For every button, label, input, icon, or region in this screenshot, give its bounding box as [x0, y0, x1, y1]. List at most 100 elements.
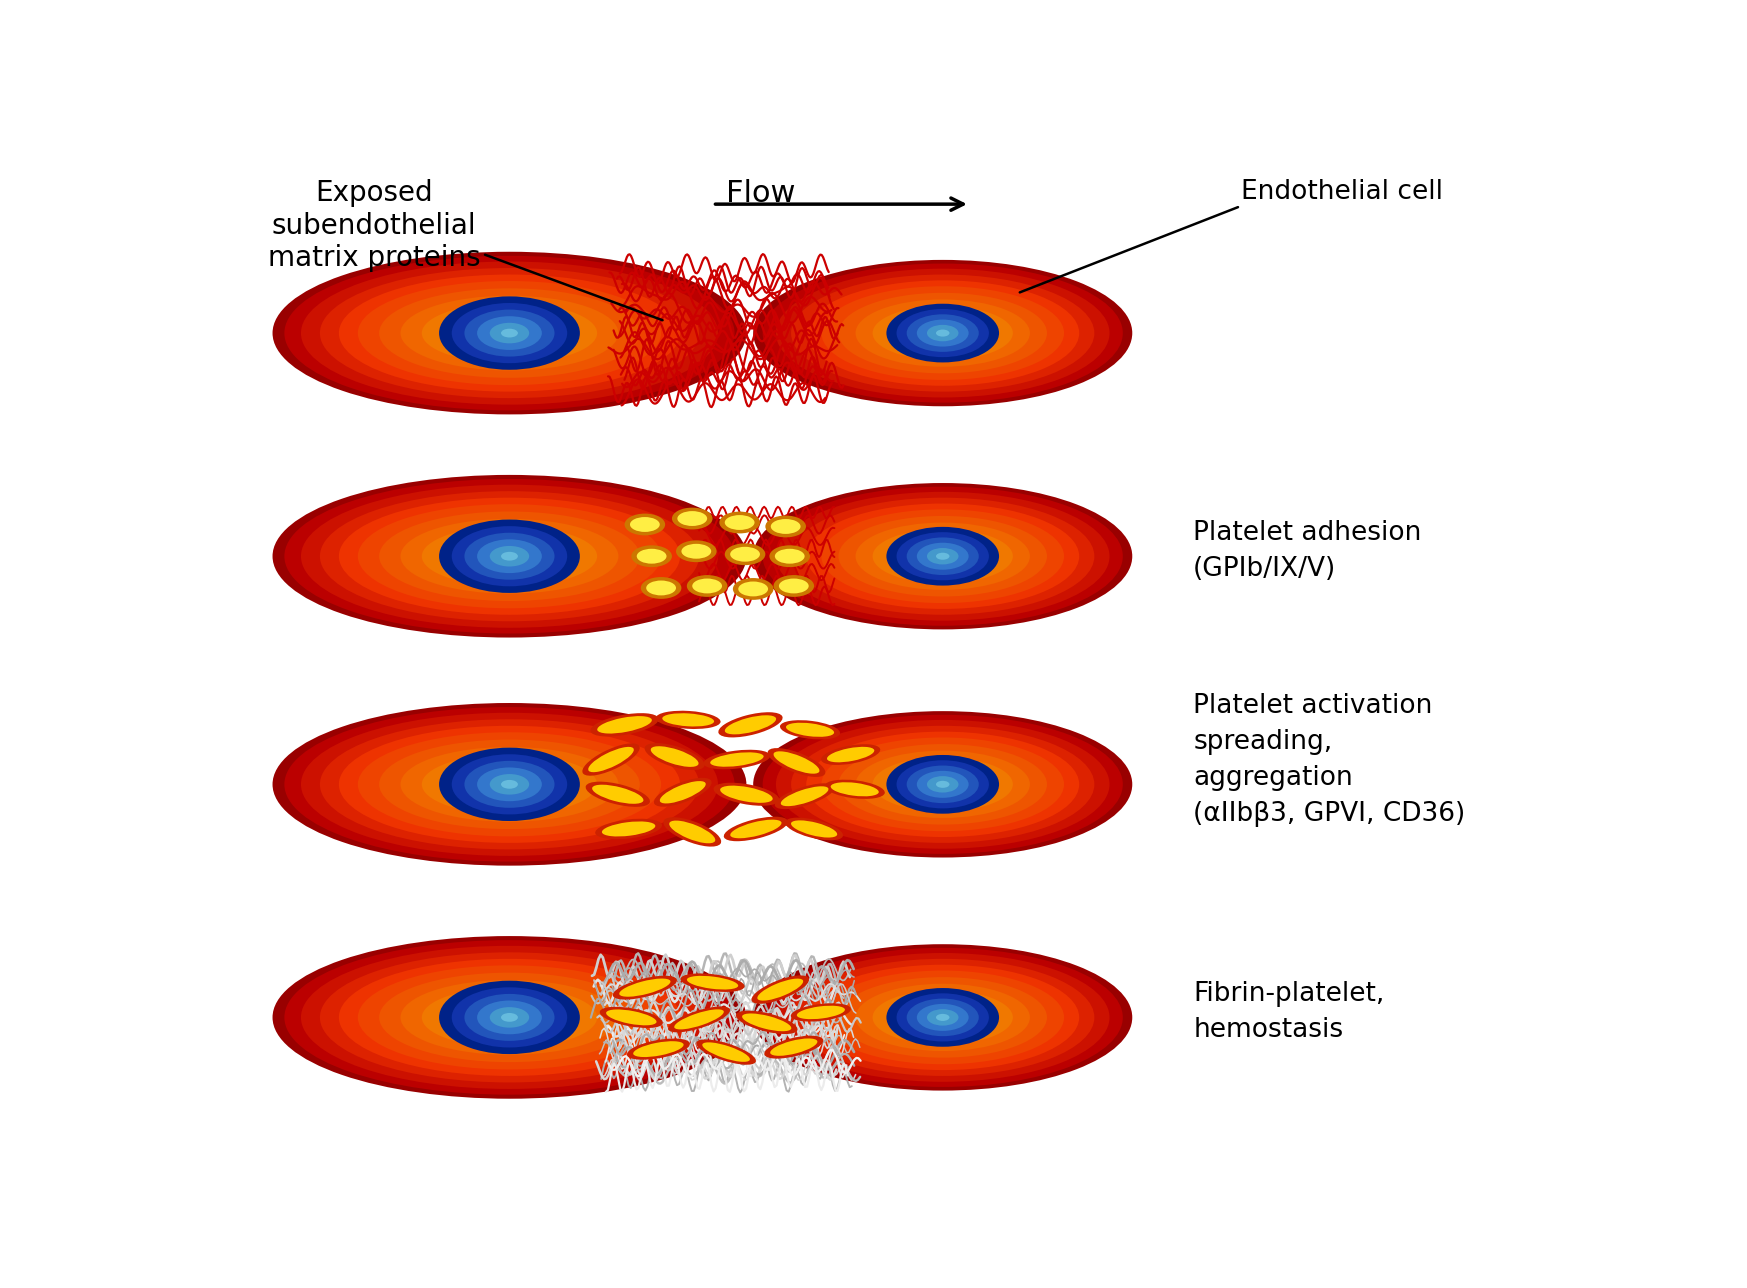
Ellipse shape	[751, 975, 809, 1003]
Ellipse shape	[769, 545, 811, 567]
Ellipse shape	[582, 743, 639, 775]
Ellipse shape	[596, 819, 662, 840]
Ellipse shape	[776, 549, 805, 564]
Ellipse shape	[917, 542, 968, 569]
Ellipse shape	[821, 738, 1064, 831]
Ellipse shape	[718, 712, 783, 738]
Ellipse shape	[807, 504, 1080, 609]
Ellipse shape	[400, 980, 618, 1055]
Ellipse shape	[779, 720, 840, 739]
Ellipse shape	[753, 944, 1132, 1091]
Ellipse shape	[739, 581, 769, 596]
Ellipse shape	[753, 483, 1132, 630]
Ellipse shape	[839, 292, 1046, 374]
Ellipse shape	[917, 319, 968, 346]
Ellipse shape	[763, 715, 1123, 854]
Ellipse shape	[320, 952, 699, 1082]
Ellipse shape	[907, 314, 978, 352]
Ellipse shape	[779, 578, 809, 594]
Ellipse shape	[839, 978, 1046, 1057]
Ellipse shape	[917, 770, 968, 797]
Ellipse shape	[839, 744, 1046, 824]
Ellipse shape	[917, 1003, 968, 1030]
Ellipse shape	[320, 719, 699, 849]
Ellipse shape	[711, 752, 763, 766]
Ellipse shape	[669, 820, 715, 844]
Ellipse shape	[452, 988, 568, 1047]
Ellipse shape	[438, 980, 580, 1054]
Ellipse shape	[725, 515, 755, 529]
Ellipse shape	[687, 574, 727, 596]
Ellipse shape	[465, 318, 554, 349]
Ellipse shape	[889, 764, 996, 805]
Ellipse shape	[273, 703, 746, 866]
Ellipse shape	[807, 965, 1080, 1070]
Ellipse shape	[597, 716, 652, 734]
Ellipse shape	[928, 547, 959, 564]
Ellipse shape	[791, 725, 1094, 842]
Ellipse shape	[821, 509, 1064, 603]
Ellipse shape	[936, 1014, 949, 1021]
Ellipse shape	[704, 750, 770, 769]
Ellipse shape	[444, 310, 577, 355]
Ellipse shape	[660, 781, 706, 804]
Ellipse shape	[444, 994, 577, 1041]
Ellipse shape	[776, 269, 1109, 398]
Ellipse shape	[379, 739, 639, 829]
Ellipse shape	[907, 1003, 978, 1032]
Ellipse shape	[791, 274, 1094, 392]
Ellipse shape	[358, 504, 660, 608]
Ellipse shape	[339, 725, 680, 842]
Ellipse shape	[872, 307, 1013, 361]
Ellipse shape	[285, 940, 734, 1095]
Ellipse shape	[627, 1038, 690, 1060]
Ellipse shape	[452, 526, 568, 586]
Ellipse shape	[273, 251, 746, 415]
Text: Platelet adhesion
(GPIb/IX/V): Platelet adhesion (GPIb/IX/V)	[1193, 520, 1422, 582]
Ellipse shape	[753, 711, 1132, 858]
Ellipse shape	[781, 786, 828, 806]
Ellipse shape	[646, 581, 676, 595]
Ellipse shape	[786, 723, 833, 737]
Ellipse shape	[770, 1038, 818, 1056]
Ellipse shape	[320, 491, 699, 621]
Ellipse shape	[339, 958, 680, 1075]
Ellipse shape	[452, 755, 568, 814]
Ellipse shape	[763, 1036, 823, 1059]
Ellipse shape	[730, 547, 760, 562]
Ellipse shape	[765, 515, 805, 537]
Ellipse shape	[723, 817, 788, 841]
Ellipse shape	[358, 965, 660, 1069]
Ellipse shape	[776, 492, 1109, 621]
Ellipse shape	[856, 984, 1031, 1051]
Ellipse shape	[720, 511, 760, 533]
Ellipse shape	[896, 760, 989, 809]
Ellipse shape	[692, 578, 722, 594]
Ellipse shape	[886, 988, 999, 1047]
Ellipse shape	[753, 260, 1132, 406]
Ellipse shape	[763, 487, 1123, 626]
Ellipse shape	[486, 325, 533, 341]
Ellipse shape	[896, 532, 989, 581]
Text: Flow: Flow	[727, 179, 795, 209]
Ellipse shape	[774, 574, 814, 596]
Ellipse shape	[438, 519, 580, 592]
Ellipse shape	[645, 743, 704, 770]
Ellipse shape	[650, 746, 699, 766]
Ellipse shape	[924, 777, 961, 792]
Ellipse shape	[725, 544, 765, 565]
Ellipse shape	[928, 777, 959, 792]
Ellipse shape	[856, 523, 1031, 590]
Ellipse shape	[907, 537, 978, 574]
Ellipse shape	[886, 527, 999, 586]
Ellipse shape	[452, 303, 568, 363]
Ellipse shape	[489, 546, 529, 567]
Ellipse shape	[924, 549, 961, 564]
Ellipse shape	[444, 533, 577, 580]
Ellipse shape	[599, 1007, 662, 1028]
Ellipse shape	[907, 998, 978, 1036]
Ellipse shape	[742, 1014, 791, 1032]
Ellipse shape	[697, 1039, 756, 1065]
Ellipse shape	[400, 747, 618, 822]
Ellipse shape	[501, 1012, 517, 1021]
